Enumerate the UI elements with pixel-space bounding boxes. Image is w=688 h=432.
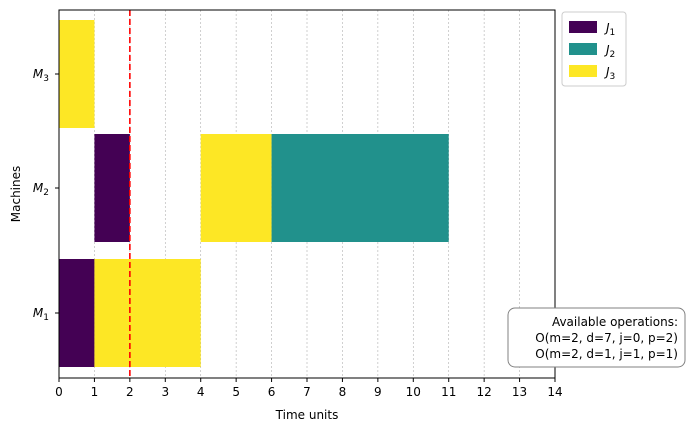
x-tick-label-13: 13 <box>512 385 527 399</box>
y-tick-label-m2: M2 <box>33 181 49 198</box>
legend: J1 J2 J3 <box>561 11 627 87</box>
x-tick-label-0: 0 <box>55 385 63 399</box>
annotation-line-2: O(m=2, d=1, j=1, p=1) <box>535 347 678 361</box>
x-tick-label-8: 8 <box>339 385 347 399</box>
y-axis: M1 M2 M3 <box>33 67 59 323</box>
x-tick-label-5: 5 <box>232 385 240 399</box>
annotation-frame <box>507 307 686 368</box>
task-bar-m1-j3-1 <box>94 259 201 367</box>
y-tick-label-m3: M3 <box>33 67 49 84</box>
x-tick-label-14: 14 <box>547 385 562 399</box>
x-tick-label-9: 9 <box>374 385 382 399</box>
x-tick-label-10: 10 <box>406 385 421 399</box>
task-bar-m2-j2-4 <box>271 134 449 242</box>
annotation-title: Available operations: <box>552 315 678 329</box>
task-bar-m3-j3-5 <box>59 20 95 128</box>
legend-label-j3: J3 <box>604 65 615 82</box>
x-tick-label-2: 2 <box>126 385 134 399</box>
legend-label-j2: J2 <box>604 43 615 60</box>
task-bar-m2-j3-3 <box>200 134 272 242</box>
x-tick-label-7: 7 <box>303 385 311 399</box>
legend-label-j1: J1 <box>604 21 615 38</box>
y-axis-label: Machines <box>9 166 23 222</box>
x-tick-label-11: 11 <box>441 385 456 399</box>
legend-swatch-j2 <box>569 43 597 55</box>
y-tick-label-m1: M1 <box>33 306 49 323</box>
x-tick-label-1: 1 <box>91 385 99 399</box>
x-tick-label-12: 12 <box>477 385 492 399</box>
x-tick-label-6: 6 <box>268 385 276 399</box>
x-tick-label-4: 4 <box>197 385 205 399</box>
legend-swatch-j3 <box>569 65 597 77</box>
x-axis-label: Time units <box>275 408 339 422</box>
annotation-line-1: O(m=2, d=7, j=0, p=2) <box>535 331 678 345</box>
annotation-box: Available operations: O(m=2, d=7, j=0, p=… <box>507 307 686 368</box>
legend-swatch-j1 <box>569 21 597 33</box>
task-bars <box>59 20 449 367</box>
x-tick-label-3: 3 <box>161 385 169 399</box>
task-bar-m2-j1-2 <box>94 134 130 242</box>
task-bar-m1-j1-0 <box>59 259 95 367</box>
x-axis: 0 1 2 3 4 5 6 7 8 9 10 11 12 13 14 <box>55 378 563 399</box>
